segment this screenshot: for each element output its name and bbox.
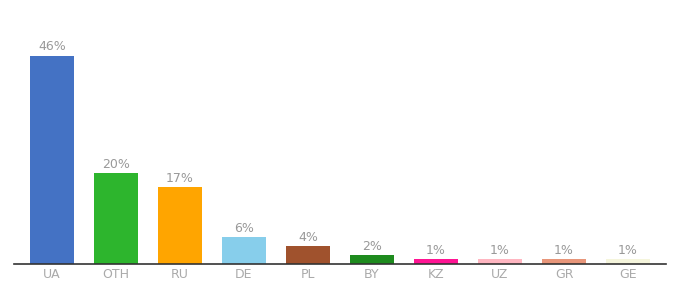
Text: 6%: 6% xyxy=(234,222,254,235)
Bar xyxy=(477,260,522,264)
Bar xyxy=(350,255,394,264)
Text: 1%: 1% xyxy=(426,244,446,257)
Bar xyxy=(30,56,74,264)
Text: 1%: 1% xyxy=(554,244,574,257)
Bar xyxy=(606,260,650,264)
Bar xyxy=(541,260,586,264)
Text: 2%: 2% xyxy=(362,240,382,253)
Text: 1%: 1% xyxy=(618,244,638,257)
Bar xyxy=(286,246,330,264)
Text: 17%: 17% xyxy=(166,172,194,185)
Bar xyxy=(222,237,267,264)
Bar xyxy=(413,260,458,264)
Text: 20%: 20% xyxy=(102,158,130,171)
Text: 4%: 4% xyxy=(298,231,318,244)
Bar xyxy=(94,173,139,264)
Text: 1%: 1% xyxy=(490,244,510,257)
Bar xyxy=(158,187,203,264)
Text: 46%: 46% xyxy=(38,40,66,53)
